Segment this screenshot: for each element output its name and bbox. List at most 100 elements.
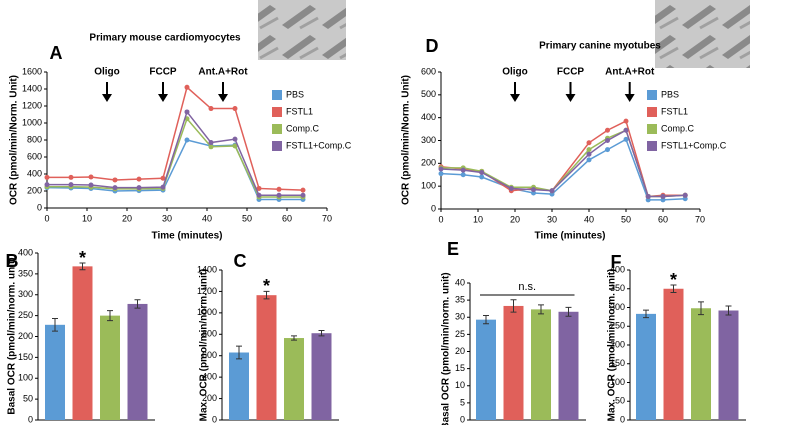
x-tick-label: 50 (242, 213, 252, 223)
data-point (460, 172, 466, 178)
data-point (682, 192, 688, 198)
bar (311, 333, 332, 420)
x-tick-label: 20 (122, 213, 132, 223)
data-point (605, 138, 610, 143)
arrow-head (218, 94, 228, 102)
data-point (68, 182, 74, 188)
y-tick-label: 500 (421, 89, 436, 99)
y-tick-label: 0 (37, 202, 42, 212)
y-tick-label: 50 (23, 394, 33, 404)
error-bar (510, 299, 517, 313)
annotation: Ant.A+Rot (605, 67, 655, 78)
y-tick-label: 100 (18, 373, 33, 383)
data-point (44, 182, 50, 188)
y-tick-label: 300 (18, 289, 33, 299)
annotation: Oligo (502, 67, 528, 78)
legend-label: FSTL1 (286, 106, 313, 116)
x-tick-label: 60 (658, 214, 668, 224)
y-tick-label: 100 (421, 181, 436, 191)
y-tick-label: 1000 (22, 117, 42, 127)
y-axis-label: Basal OCR (pmol/min/norm. unit) (7, 257, 18, 414)
x-tick-label: 70 (322, 213, 332, 223)
panel-letter: B (6, 251, 19, 271)
x-tick-label: 20 (510, 214, 520, 224)
data-point (605, 127, 610, 133)
error-bar (52, 318, 58, 332)
data-point (184, 137, 190, 143)
data-point (623, 136, 629, 142)
y-axis-label: OCR (pmol/min/Norm. Unit) (9, 75, 20, 205)
y-axis-label: Basal OCR (pmol/min/norm. unit) (441, 272, 452, 425)
data-point (645, 197, 651, 203)
data-point (479, 174, 485, 180)
x-axis-label: Time (minutes) (535, 231, 606, 242)
legend-swatch (647, 90, 657, 100)
y-tick-label: 200 (27, 185, 42, 195)
y-tick-label: 40 (455, 277, 465, 287)
data-point (88, 174, 94, 180)
bar (691, 308, 711, 420)
legend-label: PBS (286, 89, 304, 99)
data-point (256, 185, 262, 191)
data-point (136, 176, 142, 182)
y-axis-label: Max. OCR (pmol/min/norm. unit) (607, 269, 618, 422)
y-tick-label: 200 (202, 393, 217, 403)
data-point (208, 144, 214, 150)
significance-mark: * (79, 248, 86, 268)
y-tick-label: 35 (455, 295, 465, 305)
y-tick-label: 400 (610, 264, 625, 274)
y-tick-label: 50 (615, 396, 625, 406)
data-point (256, 192, 262, 198)
arrow-head (158, 94, 168, 102)
legend-swatch (272, 141, 282, 151)
x-tick-label: 10 (82, 213, 92, 223)
annotation: Oligo (94, 67, 120, 78)
bar (284, 338, 304, 420)
data-point (623, 118, 629, 124)
y-tick-label: 5 (460, 397, 465, 407)
data-point (276, 186, 282, 192)
data-point (645, 193, 651, 199)
series-line (440, 129, 686, 198)
y-tick-label: 10 (455, 380, 465, 390)
data-point (586, 140, 592, 146)
y-tick-label: 400 (202, 372, 217, 382)
bar (100, 315, 120, 420)
y-tick-label: 25 (455, 329, 465, 339)
data-point (586, 151, 592, 157)
error-bar (291, 335, 297, 341)
data-point (88, 182, 94, 188)
data-point (531, 190, 536, 196)
error-bar (236, 345, 242, 360)
error-bar (698, 301, 704, 316)
bar (531, 309, 551, 420)
bar (476, 319, 496, 420)
bar (718, 310, 739, 420)
data-point (208, 106, 214, 112)
error-bar (483, 315, 489, 325)
data-point (623, 127, 629, 133)
y-tick-label: 400 (18, 247, 33, 257)
y-tick-label: 1000 (197, 307, 217, 317)
data-point (160, 184, 166, 190)
micrograph (655, 0, 750, 68)
series-line (441, 129, 686, 198)
y-tick-label: 200 (421, 158, 436, 168)
data-point (208, 140, 214, 146)
series-line (47, 85, 304, 191)
arrow-head (102, 94, 112, 102)
bar (229, 352, 249, 420)
y-tick-label: 0 (620, 414, 625, 424)
y-tick-label: 150 (18, 352, 33, 362)
x-tick-label: 40 (202, 213, 212, 223)
panel-letter: A (50, 43, 63, 63)
x-tick-label: 0 (44, 213, 49, 223)
panel-letter: D (426, 36, 439, 56)
data-point (460, 167, 466, 173)
data-point (682, 196, 688, 202)
y-tick-label: 250 (18, 310, 33, 320)
legend-swatch (272, 124, 282, 134)
bar (503, 305, 524, 420)
series-line (46, 139, 303, 201)
